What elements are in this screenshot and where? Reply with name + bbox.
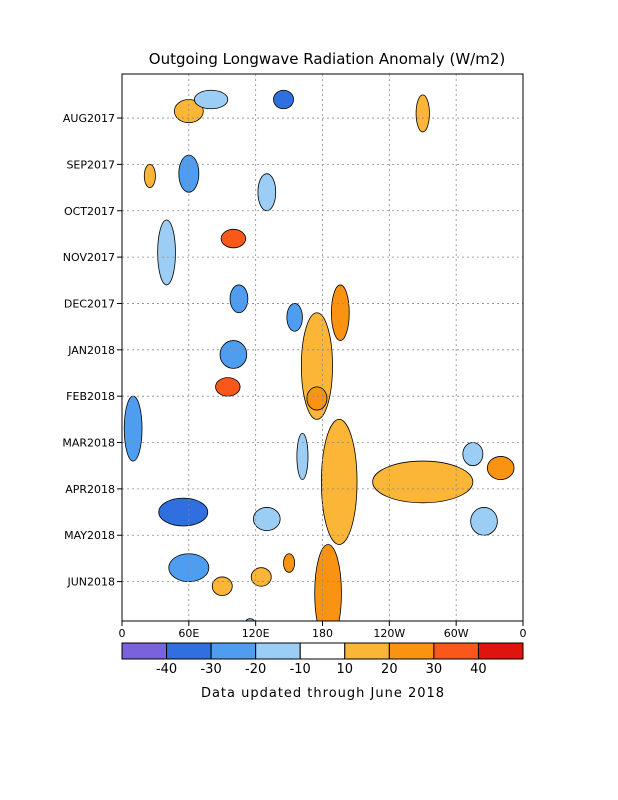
colorbar: -40 -30 -20 -10 10 20 30 40 — [121, 642, 524, 677]
anomaly-region — [194, 89, 229, 110]
footer-note: Data updated through June 2018 — [201, 686, 445, 701]
anomaly-region — [314, 544, 342, 621]
y-tick-label: NOV2017 — [63, 251, 115, 264]
x-axis: 0 60E 120E 180 120W 60W 0 — [119, 621, 527, 640]
colorbar-label: 10 — [337, 662, 354, 677]
x-tick-label: 60E — [178, 627, 199, 640]
anomaly-region — [168, 553, 210, 582]
x-tick-label: 0 — [119, 627, 126, 640]
colorbar-label: -20 — [245, 662, 266, 677]
y-tick-label: MAR2018 — [62, 437, 115, 450]
plot-area — [123, 89, 515, 621]
y-tick-label: SEP2017 — [66, 158, 115, 171]
anomaly-region — [123, 395, 143, 462]
colorbar-swatch — [121, 642, 168, 660]
colorbar-swatch — [210, 642, 257, 660]
colorbar-swatch — [388, 642, 435, 660]
grid — [122, 74, 523, 621]
anomaly-region — [462, 442, 484, 467]
y-tick-label: OCT2017 — [64, 205, 115, 218]
anomaly-region — [415, 94, 430, 133]
anomaly-region — [158, 497, 209, 527]
y-tick-label: MAY2018 — [64, 529, 115, 542]
colorbar-label: 30 — [426, 662, 443, 677]
colorbar-label: -30 — [200, 662, 221, 677]
y-tick-label: AUG2017 — [63, 112, 115, 125]
colorbar-swatch — [255, 642, 301, 660]
y-tick-label: FEB2018 — [66, 390, 115, 403]
anomaly-region — [306, 386, 328, 411]
anomaly-region — [215, 377, 241, 397]
colorbar-label: 20 — [381, 662, 398, 677]
colorbar-label: -40 — [156, 662, 177, 677]
x-tick-label: 0 — [520, 627, 527, 640]
x-tick-label: 60W — [444, 627, 469, 640]
colorbar-swatch — [344, 642, 390, 660]
anomaly-region — [257, 173, 277, 212]
anomaly-region — [296, 432, 309, 481]
anomaly-region — [283, 553, 296, 573]
anomaly-region — [219, 340, 248, 369]
anomaly-region — [331, 284, 350, 341]
y-axis: AUG2017 SEP2017 OCT2017 NOV2017 DEC2017 JAN20… — [62, 112, 122, 589]
anomaly-region — [157, 219, 176, 286]
anomaly-region — [320, 418, 358, 545]
colorbar-swatch — [477, 642, 524, 660]
x-tick-label: 180 — [312, 627, 333, 640]
anomaly-region — [250, 567, 272, 587]
anomaly-region — [229, 284, 249, 314]
colorbar-label: 40 — [470, 662, 487, 677]
colorbar-label: -10 — [290, 662, 311, 677]
y-tick-label: JAN2018 — [67, 344, 115, 357]
anomaly-region — [245, 618, 256, 621]
y-tick-label: APR2018 — [65, 483, 115, 496]
anomaly-region — [273, 89, 294, 110]
anomaly-region — [372, 460, 474, 504]
colorbar-swatch — [433, 642, 479, 660]
anomaly-region — [211, 576, 233, 596]
anomaly-region — [253, 507, 281, 532]
chart-title: Outgoing Longwave Radiation Anomaly (W/m… — [149, 50, 505, 68]
y-tick-label: DEC2017 — [64, 297, 115, 310]
anomaly-region — [220, 228, 247, 249]
y-tick-label: JUN2018 — [66, 576, 115, 589]
colorbar-swatch — [299, 642, 346, 660]
anomaly-region — [286, 303, 303, 332]
x-tick-label: 120E — [242, 627, 270, 640]
anomaly-region — [486, 456, 515, 481]
colorbar-swatch — [166, 642, 212, 660]
x-tick-label: 120W — [373, 627, 405, 640]
anomaly-region — [470, 507, 498, 536]
anomaly-region — [143, 163, 156, 188]
